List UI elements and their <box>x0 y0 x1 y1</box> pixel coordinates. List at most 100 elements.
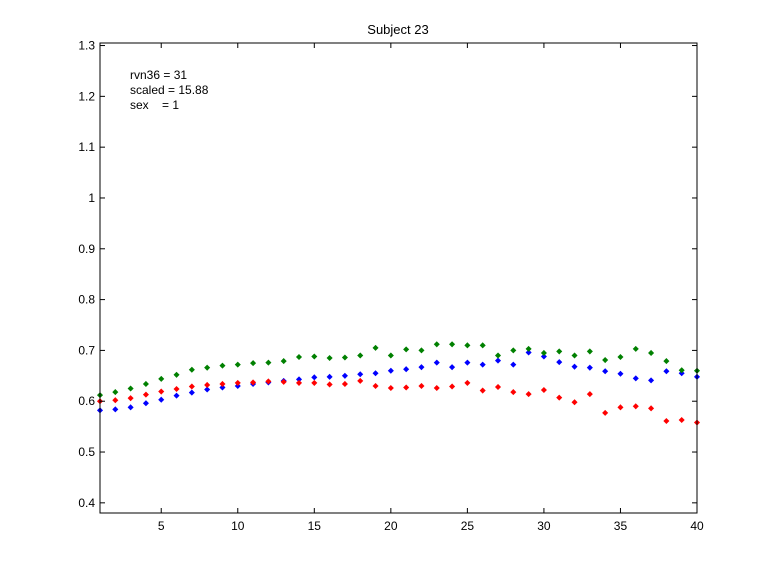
data-point <box>540 349 547 356</box>
data-point <box>127 395 134 402</box>
data-point <box>418 382 425 389</box>
y-tick-label: 1.3 <box>78 39 95 53</box>
data-point <box>204 386 211 393</box>
data-point <box>403 346 410 353</box>
data-point <box>387 384 394 392</box>
data-point <box>219 384 226 391</box>
data-point <box>663 358 670 365</box>
data-point <box>188 366 195 373</box>
data-point <box>142 380 149 387</box>
data-point <box>280 358 287 365</box>
data-point <box>648 377 655 384</box>
data-point <box>204 364 211 371</box>
axes-box <box>99 42 698 514</box>
data-point <box>188 389 195 396</box>
data-point <box>341 354 348 361</box>
data-point <box>357 371 364 378</box>
data-point <box>311 379 318 386</box>
data-point <box>479 342 486 349</box>
data-point <box>142 400 149 407</box>
data-point <box>280 378 287 385</box>
data-point <box>449 341 456 348</box>
data-point <box>433 384 440 392</box>
y-tick-label: 1 <box>88 191 95 205</box>
data-point <box>372 370 379 377</box>
data-point <box>295 353 303 361</box>
y-tick-label: 1.2 <box>78 89 95 103</box>
data-point <box>234 379 241 386</box>
series-1 <box>96 377 701 426</box>
data-point <box>127 385 134 392</box>
data-point <box>357 352 364 359</box>
annotation-rvn36: rvn36 = 31 <box>130 68 187 82</box>
data-point <box>326 373 333 380</box>
data-point <box>158 396 165 403</box>
data-point <box>158 375 165 382</box>
data-point <box>663 418 670 425</box>
y-tick-label: 0.6 <box>78 394 95 408</box>
x-axis: 5 10 15 20 25 30 35 40 <box>158 43 704 533</box>
x-tick-label: 15 <box>308 519 322 533</box>
x-tick-label: 40 <box>690 519 704 533</box>
annotation-sex: sex = 1 <box>130 98 179 112</box>
data-point <box>449 383 456 390</box>
x-tick-label: 20 <box>384 519 398 533</box>
series-0 <box>96 349 701 414</box>
data-point <box>479 387 486 394</box>
x-tick-label: 10 <box>231 519 245 533</box>
data-point <box>632 403 639 410</box>
data-point <box>311 353 318 360</box>
data-point <box>341 380 348 387</box>
data-point <box>112 406 119 413</box>
data-point <box>648 405 655 412</box>
data-point <box>556 348 563 355</box>
data-point <box>188 383 195 390</box>
data-point <box>510 347 517 354</box>
data-point <box>127 404 134 411</box>
data-point <box>525 345 532 352</box>
data-point <box>494 352 502 359</box>
x-tick-label: 30 <box>537 519 551 533</box>
data-point <box>433 359 440 366</box>
data-point <box>387 367 394 374</box>
data-point <box>602 368 609 375</box>
data-point <box>112 397 119 404</box>
x-tick-label: 35 <box>614 519 628 533</box>
data-point <box>372 382 379 389</box>
x-tick-label: 25 <box>461 519 475 533</box>
data-point <box>265 378 272 385</box>
y-tick-label: 0.4 <box>78 496 95 510</box>
data-point <box>449 364 456 371</box>
data-point <box>234 382 241 389</box>
data-point <box>571 352 578 359</box>
data-point <box>326 381 333 388</box>
data-point <box>112 389 119 396</box>
data-point <box>586 348 593 355</box>
y-axis: 0.4 0.5 0.6 0.7 0.8 0.9 1 1.1 1.2 1.3 <box>78 39 697 510</box>
data-point <box>418 364 425 371</box>
data-point <box>418 347 425 354</box>
data-point <box>586 364 593 371</box>
data-point <box>678 367 685 374</box>
y-tick-label: 0.8 <box>78 293 95 307</box>
data-point <box>494 357 502 364</box>
y-tick-label: 0.5 <box>78 445 95 459</box>
data-point <box>571 399 578 406</box>
data-point <box>403 384 410 391</box>
annotation-block: rvn36 = 31 scaled = 15.88 sex = 1 <box>130 68 209 112</box>
data-point <box>510 361 517 368</box>
data-point <box>617 404 624 411</box>
data-point <box>250 379 257 386</box>
data-point <box>204 381 211 388</box>
data-point <box>464 342 471 349</box>
data-point <box>173 371 180 378</box>
y-tick-label: 0.9 <box>78 242 95 256</box>
data-point <box>357 377 364 384</box>
data-point <box>173 392 180 399</box>
data-point <box>525 349 532 356</box>
data-point <box>387 352 394 359</box>
data-point <box>602 357 609 364</box>
data-point <box>295 379 303 386</box>
